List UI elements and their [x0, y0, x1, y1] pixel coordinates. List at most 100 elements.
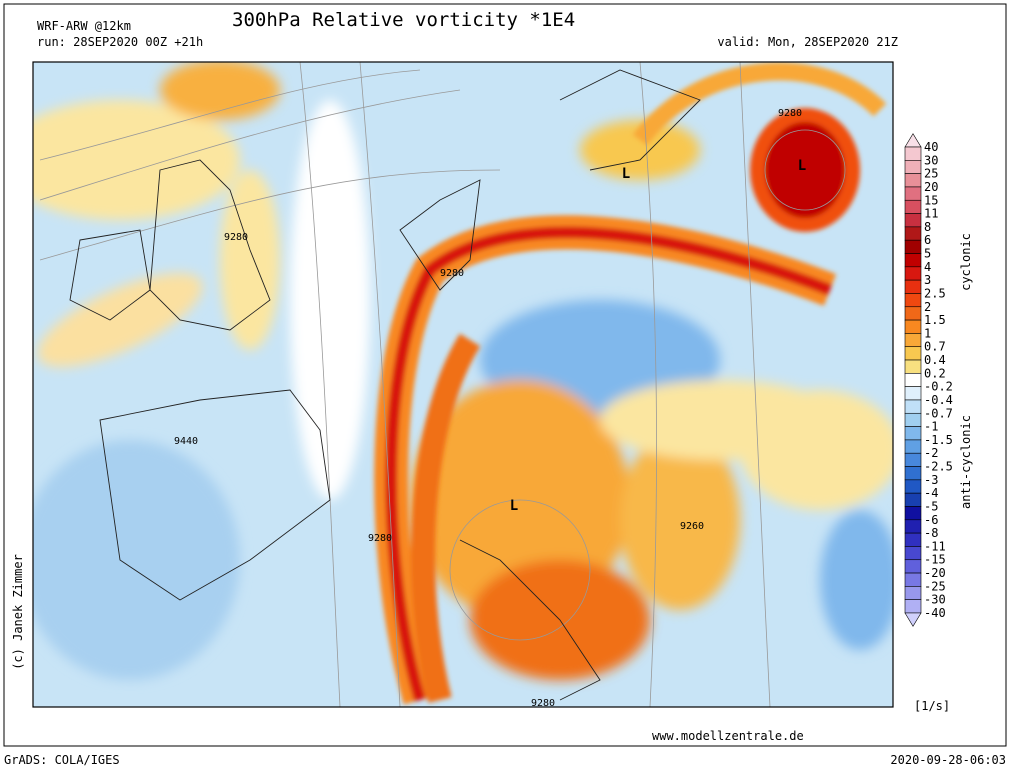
legend-swatch [904, 599, 922, 614]
legend-label: 2 [924, 300, 931, 314]
legend-swatch [904, 319, 922, 334]
legend-label: -6 [924, 513, 938, 527]
legend-swatch [904, 412, 922, 427]
legend-arrow [904, 133, 922, 148]
legend-swatch [904, 466, 922, 481]
contour-label: 9440 [174, 436, 198, 447]
unit-label: [1/s] [914, 699, 950, 713]
anticyclonic-label: anti-cyclonic [959, 415, 973, 509]
legend-swatch [904, 399, 922, 414]
legend-label: -25 [924, 579, 946, 593]
legend-label: 2.5 [924, 286, 946, 300]
contour-label: 9280 [778, 108, 802, 119]
contour-label: 9280 [440, 268, 464, 279]
legend-swatch [904, 586, 922, 600]
legend-label: 0.4 [924, 353, 946, 367]
legend-swatch [904, 186, 922, 201]
legend-label: -8 [924, 526, 938, 540]
legend-label: -20 [924, 566, 946, 580]
legend-label: -0.2 [924, 380, 953, 394]
grads-label: GrADS: COLA/IGES [4, 753, 120, 767]
legend-swatch [904, 160, 922, 174]
color-legend: 403025201511865432.521.510.70.40.2-0.2-0… [904, 133, 953, 627]
legend-label: 5 [924, 247, 931, 261]
legend-label: -15 [924, 553, 946, 567]
legend-label: -11 [924, 539, 946, 553]
legend-label: -0.7 [924, 406, 953, 420]
legend-swatch [904, 546, 922, 561]
legend-label: -2 [924, 446, 938, 460]
legend-label: 30 [924, 153, 938, 167]
legend-swatch [904, 386, 922, 401]
legend-label: 0.2 [924, 366, 946, 380]
legend-label: -1 [924, 420, 938, 434]
legend-label: -40 [924, 606, 946, 620]
legend-swatch [904, 439, 922, 454]
map-title: 300hPa Relative vorticity *1E4 [232, 9, 575, 31]
legend-swatch [904, 492, 922, 507]
outer-frame [3, 3, 1007, 747]
legend-swatch [904, 359, 922, 374]
legend-label: 4 [924, 260, 931, 274]
legend-label: 1.5 [924, 313, 946, 327]
legend-swatch [904, 519, 922, 534]
legend-swatch [904, 146, 922, 161]
run-label: run: 28SEP2020 00Z +21h [37, 35, 203, 49]
legend-label: -2.5 [924, 460, 953, 474]
legend-swatch [904, 452, 922, 467]
legend-label: -30 [924, 593, 946, 607]
legend-swatch [904, 226, 922, 241]
legend-swatch [904, 346, 922, 361]
legend-swatch [904, 239, 922, 254]
legend-swatch [904, 333, 922, 348]
contour-label: 9260 [680, 521, 704, 532]
contour-label: 9280 [368, 533, 392, 544]
copyright: (c) Janek Zimmer [11, 554, 25, 670]
legend-label: 6 [924, 233, 931, 247]
contour-label: 9280 [531, 698, 555, 709]
cyclonic-label: cyclonic [959, 233, 973, 291]
legend-label: 15 [924, 193, 938, 207]
legend-swatch [904, 306, 922, 321]
legend-label: 25 [924, 167, 938, 181]
timestamp: 2020-09-28-06:03 [890, 753, 1006, 767]
legend-swatch [904, 173, 922, 188]
legend-label: -3 [924, 473, 938, 487]
model-label: WRF-ARW @12km [37, 19, 131, 33]
low-marker: L [622, 166, 630, 182]
legend-label: -5 [924, 499, 938, 513]
low-marker: L [510, 498, 518, 514]
legend-swatch [904, 426, 922, 441]
legend-swatch [904, 293, 922, 308]
legend-swatch [904, 506, 922, 521]
map-frame [32, 61, 894, 708]
legend-arrow [904, 612, 922, 627]
legend-label: 11 [924, 207, 938, 221]
legend-label: 0.7 [924, 340, 946, 354]
legend-label: 1 [924, 326, 931, 340]
contour-label: 9280 [224, 232, 248, 243]
legend-swatch [904, 559, 922, 574]
legend-swatch [904, 199, 922, 214]
legend-swatch [904, 213, 922, 228]
website: www.modellzentrale.de [652, 729, 804, 743]
valid-label: valid: Mon, 28SEP2020 21Z [717, 35, 898, 49]
legend-swatch [904, 253, 922, 268]
vorticity-field [33, 62, 893, 707]
legend-swatch [904, 479, 922, 494]
legend-swatch [904, 373, 922, 387]
legend-label: 20 [924, 180, 938, 194]
low-marker: L [798, 158, 806, 174]
legend-swatch [904, 572, 922, 587]
legend-label: -1.5 [924, 433, 953, 447]
legend-swatch [904, 279, 922, 294]
legend-label: 8 [924, 220, 931, 234]
legend-swatch [904, 266, 922, 281]
legend-label: -0.4 [924, 393, 953, 407]
legend-label: 40 [924, 140, 938, 154]
legend-label: 3 [924, 273, 931, 287]
legend-swatch [904, 532, 922, 547]
legend-label: -4 [924, 486, 938, 500]
